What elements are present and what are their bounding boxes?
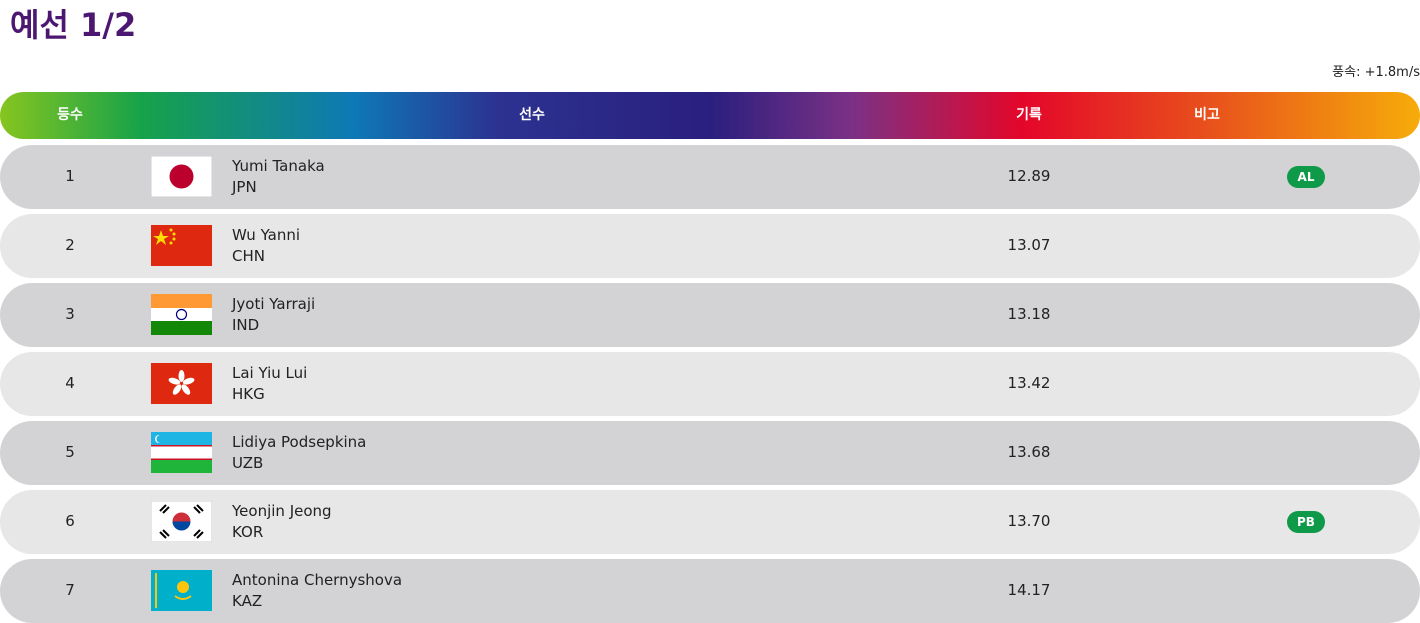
athlete-name: Yumi Tanaka — [232, 157, 325, 175]
record: 12.89 — [1007, 167, 1051, 185]
table-row: 3 Jyoti Yarraji IND 13.18 — [0, 283, 1420, 347]
rank: 4 — [65, 374, 75, 392]
athlete-name: Yeonjin Jeong — [232, 502, 332, 520]
country-code: IND — [232, 316, 260, 334]
column-header: 등수 — [57, 107, 83, 123]
column-header: 기록 — [1016, 107, 1042, 123]
table-row: 2 Wu Yanni CHN 13.07 — [0, 214, 1420, 278]
flag-icon — [151, 501, 212, 542]
record: 13.18 — [1007, 305, 1051, 323]
country-code: KAZ — [232, 592, 263, 610]
table-row: 5 Lidiya Podsepkina UZB 13.68 — [0, 421, 1420, 485]
flag-icon — [151, 363, 212, 404]
record: 13.70 — [1007, 512, 1051, 530]
page-title: 예선 1/2 — [10, 6, 137, 44]
flag-icon — [151, 294, 212, 335]
flag-icon — [151, 570, 212, 611]
rank: 7 — [65, 581, 75, 599]
record: 13.68 — [1007, 443, 1051, 461]
athlete-name: Lai Yiu Lui — [232, 364, 308, 382]
record: 13.07 — [1007, 236, 1051, 254]
note-badge: AL — [1287, 166, 1325, 188]
table-row: 7 Antonina Chernyshova KAZ 14.17 — [0, 559, 1420, 623]
record: 14.17 — [1007, 581, 1051, 599]
country-code: HKG — [232, 385, 265, 403]
athlete-name: Lidiya Podsepkina — [232, 433, 367, 451]
rank: 2 — [65, 236, 75, 254]
table-row: 6 Yeonjin Jeong KOR 13.70 PB — [0, 490, 1420, 554]
flag-icon — [151, 156, 212, 197]
country-code: JPN — [232, 178, 257, 196]
athlete-name: Wu Yanni — [232, 226, 301, 244]
rank: 5 — [65, 443, 75, 461]
country-code: KOR — [232, 523, 264, 541]
flag-icon — [151, 225, 212, 266]
country-code: UZB — [232, 454, 264, 472]
rank: 1 — [65, 167, 75, 185]
rank: 6 — [65, 512, 75, 530]
record: 13.42 — [1007, 374, 1051, 392]
athlete-name: Jyoti Yarraji — [232, 295, 316, 313]
column-header: 선수 — [519, 107, 545, 123]
table-header: 등수 선수 기록 비고 — [0, 92, 1420, 139]
wind-info: 풍속: +1.8m/s — [1332, 65, 1420, 80]
country-code: CHN — [232, 247, 265, 265]
rank: 3 — [65, 305, 75, 323]
note-badge: PB — [1287, 511, 1325, 533]
athlete-name: Antonina Chernyshova — [232, 571, 403, 589]
table-row: 4 Lai Yiu Lui HKG 13.42 — [0, 352, 1420, 416]
column-header: 비고 — [1194, 107, 1220, 123]
table-row: 1 Yumi Tanaka JPN 12.89 AL — [0, 145, 1420, 209]
flag-icon — [151, 432, 212, 473]
